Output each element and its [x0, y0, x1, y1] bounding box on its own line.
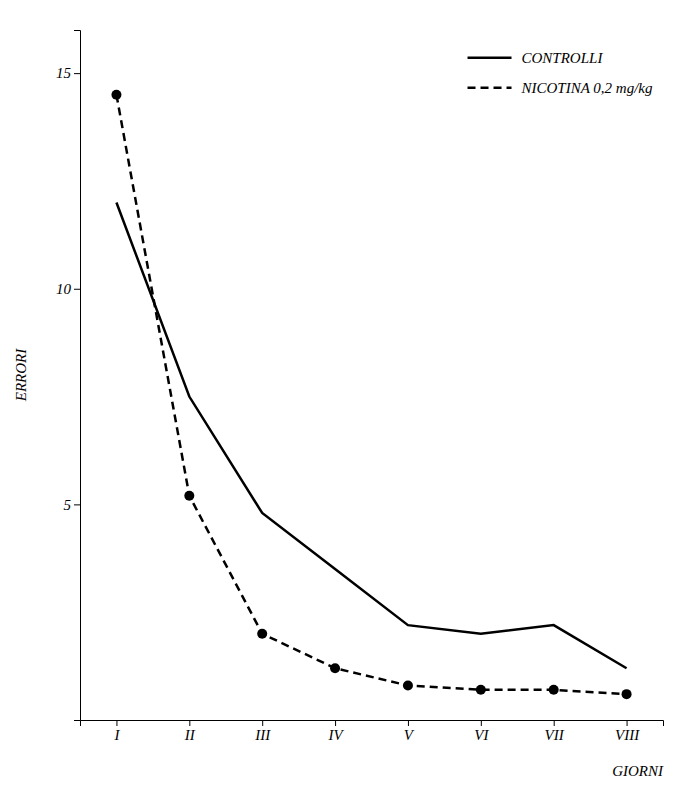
legend-entry: NICOTINA 0,2 mg/kg [468, 80, 653, 96]
y-tick: 5 [64, 497, 81, 513]
x-tick-label: III [254, 727, 271, 743]
x-tick-label: V [404, 727, 415, 743]
y-tick-mark [74, 504, 80, 505]
series-line [116, 95, 626, 694]
series-point [549, 685, 559, 695]
x-tick-mark [262, 720, 263, 726]
series-point [622, 689, 632, 699]
legend-entry: CONTROLLI [468, 50, 604, 66]
y-tick-label: 15 [56, 65, 72, 81]
x-tick-label: VI [474, 727, 489, 743]
x-axis: IIIIIIIVVVIVIIVIII [81, 720, 664, 743]
y-axis: 5 10 15 [56, 31, 81, 721]
x-tick: I [113, 720, 120, 743]
series-point [111, 90, 121, 100]
chart: IIIIIIIVVVIVIIVIII51015CONTROLLINICOTINA… [0, 0, 693, 800]
series-line [116, 203, 626, 669]
y-tick-mark [74, 289, 80, 290]
y-tick-mark [74, 73, 80, 74]
x-tick: IV [327, 720, 344, 743]
legend-label: NICOTINA 0,2 mg/kg [521, 80, 653, 96]
x-tick-label: IV [327, 727, 344, 743]
y-tick-label: 5 [64, 497, 72, 513]
series-point [257, 629, 267, 639]
x-tick-mark [481, 720, 482, 726]
x-tick-mark [189, 720, 190, 726]
x-tick-label: I [113, 727, 120, 743]
series-point [330, 663, 340, 673]
x-tick-label: II [184, 727, 196, 743]
x-tick: III [254, 720, 271, 743]
x-tick: VII [545, 720, 565, 743]
x-tick-mark [335, 720, 336, 726]
x-tick: VI [474, 720, 489, 743]
series-point [403, 681, 413, 691]
series-points [111, 90, 631, 699]
legend-label: CONTROLLI [522, 50, 604, 66]
x-tick-label: VIII [615, 727, 640, 743]
legend-swatch [468, 87, 512, 90]
x-tick: II [184, 720, 196, 743]
legend: CONTROLLI NICOTINA 0,2 mg/kg [468, 50, 653, 96]
y-axis-title: ERRORI [13, 348, 29, 402]
series-point [476, 685, 486, 695]
x-tick: VIII [615, 720, 640, 743]
x-axis-line [81, 721, 664, 727]
x-axis-title: GIORNI [612, 763, 664, 779]
x-tick: V [404, 720, 415, 743]
x-tick-mark [408, 720, 409, 726]
y-tick: 10 [56, 281, 80, 297]
series-point [184, 491, 194, 501]
y-tick: 15 [56, 65, 80, 81]
marks [111, 90, 631, 699]
y-axis-line [74, 31, 81, 721]
plot: IIIIIIIVVVIVIIVIII51015CONTROLLINICOTINA… [56, 31, 664, 743]
x-tick-label: VII [545, 727, 565, 743]
legend-swatch [468, 57, 512, 60]
x-tick-mark [627, 720, 628, 726]
x-tick-mark [116, 720, 117, 726]
x-tick-mark [554, 720, 555, 726]
y-tick-label: 10 [56, 281, 72, 297]
